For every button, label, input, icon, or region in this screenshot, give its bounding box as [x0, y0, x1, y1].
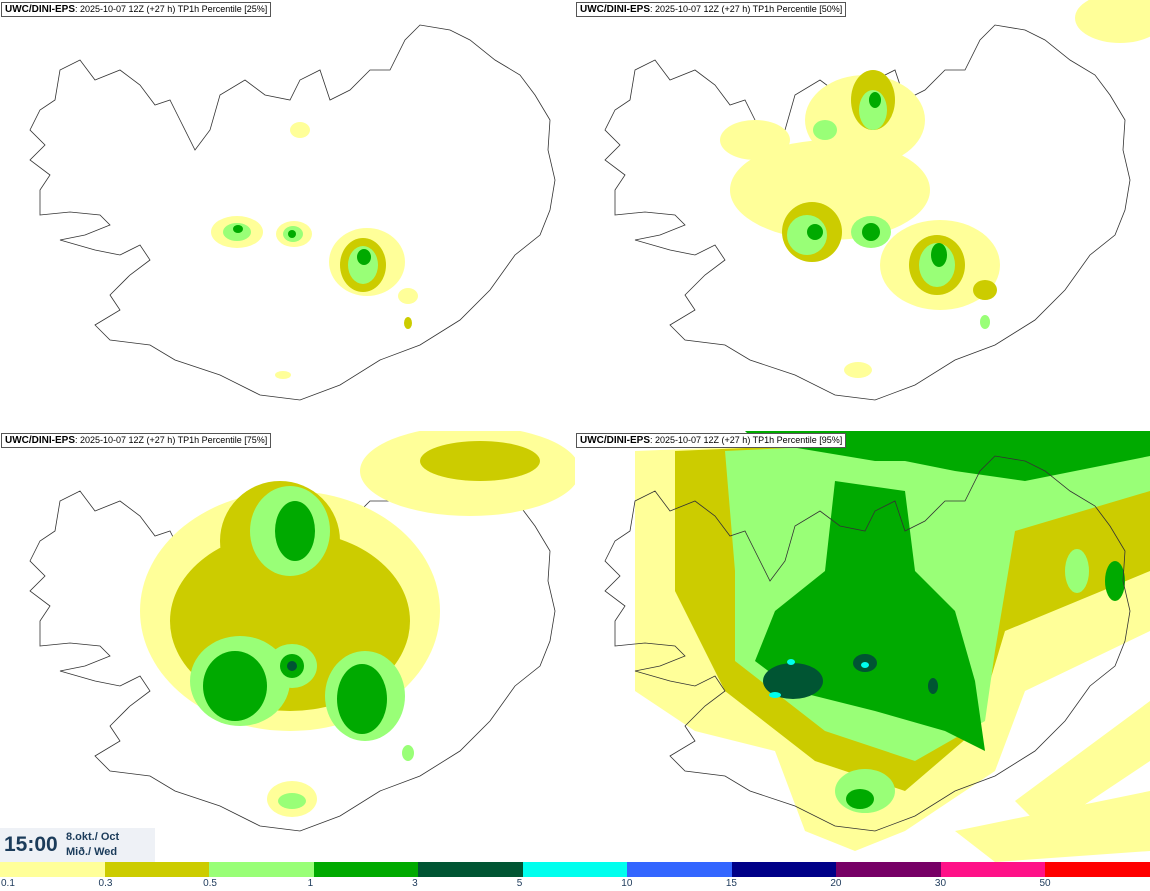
legend-tick-label: 10 — [621, 878, 633, 889]
precip-area — [402, 745, 414, 761]
precip-area — [813, 120, 837, 140]
legend-tick-label: 0.5 — [203, 878, 217, 889]
panel-title: UWC/DINI-EPS: 2025-10-07 12Z (+27 h) TP1… — [1, 433, 272, 448]
legend-swatch — [0, 862, 105, 877]
precip-area — [861, 662, 869, 668]
legend-swatch — [313, 862, 419, 877]
legend-swatch — [418, 862, 523, 877]
iceland-coastline — [604, 24, 1131, 401]
map-panel-p95: UWC/DINI-EPS: 2025-10-07 12Z (+27 h) TP1… — [575, 431, 1150, 862]
legend-tick-label: 20 — [830, 878, 842, 889]
precip-area — [1015, 701, 1150, 831]
precip-area — [278, 793, 306, 809]
legend-tick-label: 0.1 — [1, 878, 15, 889]
precip-area — [955, 791, 1150, 862]
precip-area — [1105, 561, 1125, 601]
precip-area — [337, 664, 387, 734]
valid-weekday: Mið./ Wed — [66, 846, 118, 858]
precip-area — [844, 362, 872, 378]
precip-map — [604, 431, 1150, 862]
legend-tick-label: 30 — [934, 878, 947, 889]
legend-tick-label: 50 — [1039, 878, 1051, 889]
precip-area — [787, 659, 795, 665]
precip-area — [288, 230, 296, 238]
precip-area — [290, 122, 310, 138]
precip-area — [928, 678, 938, 694]
precip-area — [233, 225, 243, 233]
precip-area — [420, 441, 540, 481]
legend-swatch — [731, 862, 837, 877]
precip-map — [604, 0, 1150, 401]
precip-area — [763, 663, 823, 699]
precip-area — [931, 243, 947, 267]
precip-area — [287, 661, 297, 671]
legend-swatch — [1045, 862, 1150, 877]
precip-area — [973, 280, 997, 300]
iceland-coastline — [29, 24, 556, 401]
panel-title: UWC/DINI-EPS: 2025-10-07 12Z (+27 h) TP1… — [576, 2, 847, 17]
legend-swatch — [104, 862, 210, 877]
precip-area — [720, 120, 790, 160]
precip-area — [275, 371, 291, 379]
precip-area — [1065, 549, 1089, 593]
map-panel-p50: UWC/DINI-EPS: 2025-10-07 12Z (+27 h) TP1… — [575, 0, 1150, 431]
precip-area — [1075, 0, 1150, 43]
precip-map — [29, 431, 575, 832]
panel-title: UWC/DINI-EPS: 2025-10-07 12Z (+27 h) TP1… — [1, 2, 272, 17]
map-panel-p25: UWC/DINI-EPS: 2025-10-07 12Z (+27 h) TP1… — [0, 0, 575, 431]
legend-swatch — [940, 862, 1046, 877]
valid-time-box: 15:00 8.okt./ Oct Mið./ Wed — [0, 828, 155, 862]
precip-area — [807, 224, 823, 240]
legend-tick-label: 5 — [516, 878, 523, 889]
precip-area — [980, 315, 990, 329]
precip-area — [398, 288, 418, 304]
legend-tick-label: 1 — [307, 878, 314, 889]
legend-swatch — [627, 862, 732, 877]
legend-tick-label: 3 — [412, 878, 418, 889]
precip-area — [745, 431, 1150, 481]
precip-area — [862, 223, 880, 241]
legend-tick-label: 0.3 — [98, 878, 113, 889]
iceland-coastline — [604, 455, 1131, 832]
valid-time: 15:00 — [4, 833, 58, 856]
legend-swatch — [836, 862, 941, 877]
precip-area — [357, 249, 371, 265]
map-panel-p75: UWC/DINI-EPS: 2025-10-07 12Z (+27 h) TP1… — [0, 431, 575, 862]
panel-title: UWC/DINI-EPS: 2025-10-07 12Z (+27 h) TP1… — [576, 433, 847, 448]
precip-area — [275, 501, 315, 561]
valid-date: 8.okt./ Oct — [66, 831, 120, 843]
precip-area — [769, 692, 781, 698]
precip-area — [846, 789, 874, 809]
precip-area — [869, 92, 881, 108]
precip-area — [404, 317, 412, 329]
precip-area — [203, 651, 267, 721]
legend-tick-label: 15 — [725, 878, 737, 889]
legend-swatch — [209, 862, 314, 877]
precip-map — [29, 24, 556, 401]
legend-swatch — [522, 862, 628, 877]
color-legend: 0.1 0.3 0.5 1 3 5 10 15 20 30 50 — [0, 862, 1150, 891]
precip-area — [730, 140, 930, 240]
